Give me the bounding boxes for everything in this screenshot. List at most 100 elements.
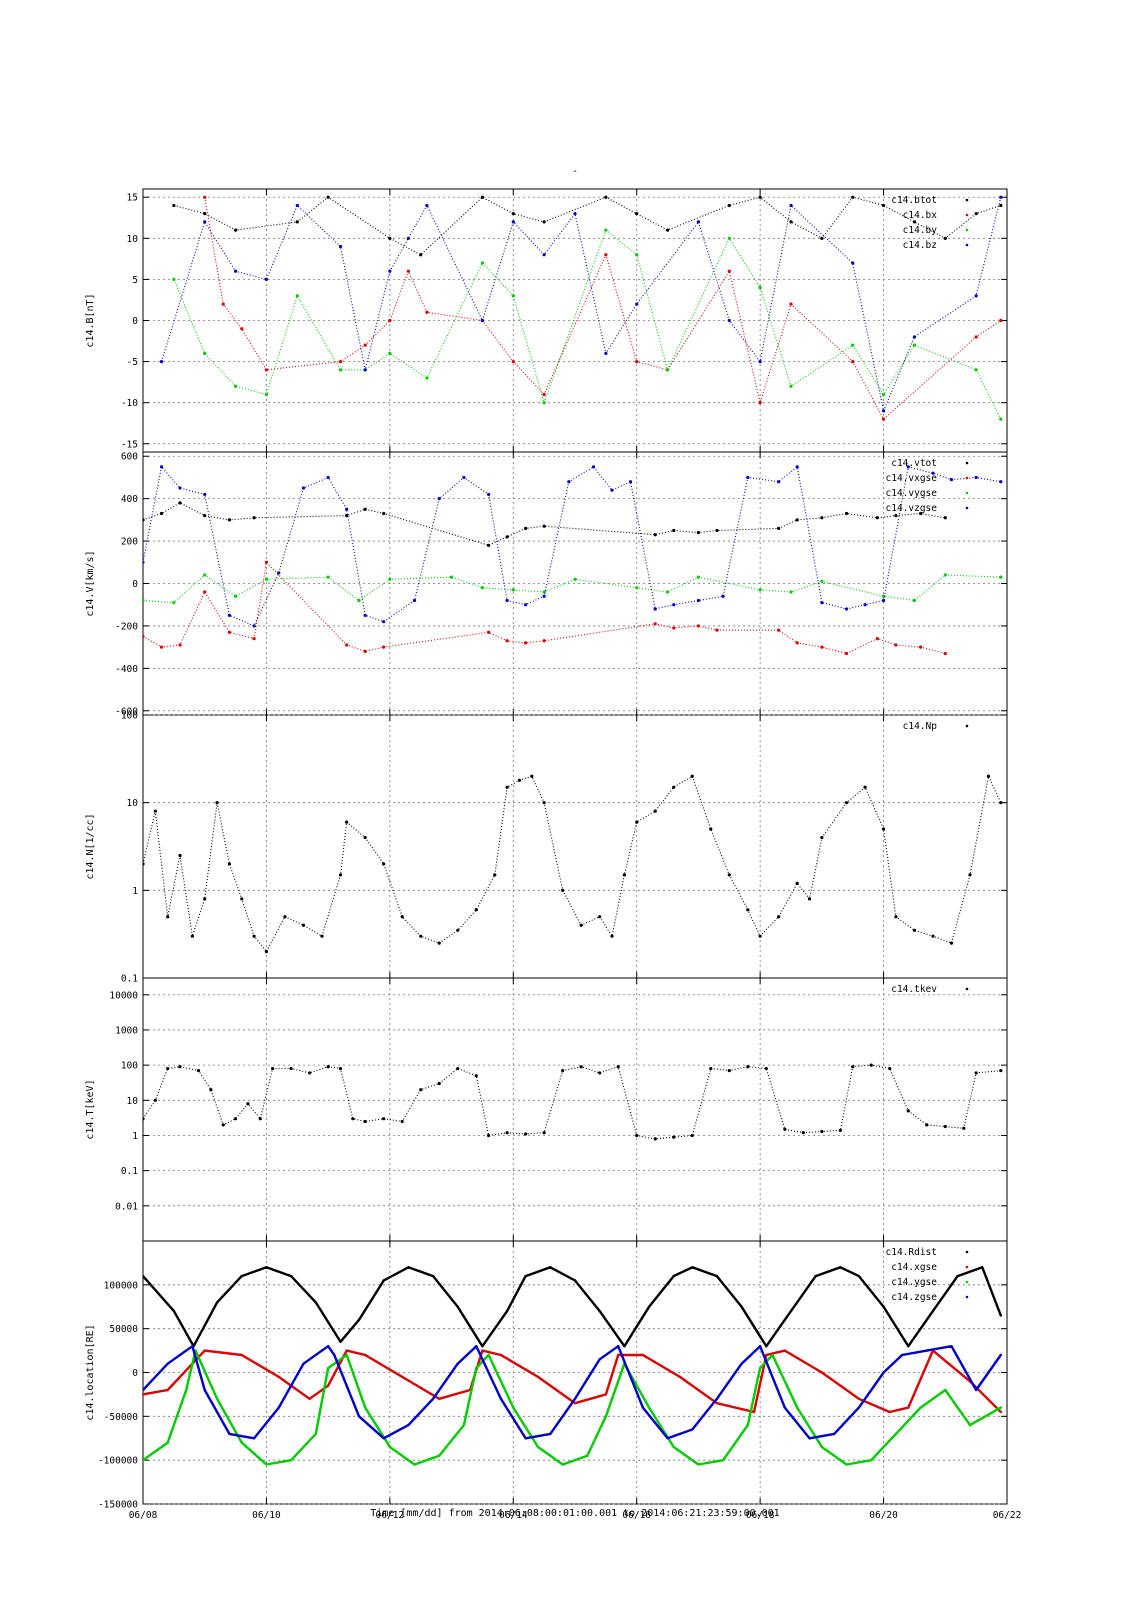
data-point (185, 1389, 187, 1391)
data-point (882, 409, 885, 412)
data-point (715, 529, 718, 532)
data-point (388, 578, 391, 581)
data-point (425, 204, 428, 207)
data-point (728, 1069, 731, 1072)
legend-label: c14.zgse (891, 1292, 937, 1303)
data-point (796, 641, 799, 644)
y-tick-label: 1 (132, 1131, 138, 1142)
data-point (635, 360, 638, 363)
data-point (240, 327, 243, 330)
data-point (975, 212, 978, 215)
data-point (691, 775, 694, 778)
data-point (203, 493, 206, 496)
y-tick-label: 600 (121, 452, 138, 463)
y-tick-label: -5 (127, 357, 138, 368)
data-point (364, 650, 367, 653)
y-tick-label: 0 (132, 316, 138, 327)
data-point (919, 646, 922, 649)
data-point (759, 360, 762, 363)
data-point (635, 586, 638, 589)
data-point (863, 603, 866, 606)
data-point (802, 1131, 805, 1134)
data-point (561, 1069, 564, 1072)
y-tick-label: 10 (127, 1096, 139, 1107)
data-point (222, 302, 225, 305)
legend-marker (966, 229, 969, 232)
data-point (178, 643, 181, 646)
data-point (592, 465, 595, 468)
data-point (642, 1354, 644, 1356)
data-point (716, 1402, 718, 1404)
data-point (629, 480, 632, 483)
data-point (784, 1406, 786, 1408)
data-point (172, 204, 175, 207)
data-point (894, 915, 897, 918)
data-point (907, 1345, 909, 1347)
data-point (493, 873, 496, 876)
data-point (241, 1275, 243, 1277)
data-point (524, 1437, 526, 1439)
data-point (265, 950, 268, 953)
data-point (512, 212, 515, 215)
data-point (617, 1345, 619, 1347)
legend-label: c14.vzgse (886, 503, 938, 514)
data-point (512, 1406, 514, 1408)
data-point (259, 1117, 262, 1120)
data-point (524, 1132, 527, 1135)
data-point (419, 935, 422, 938)
data-point (820, 516, 823, 519)
data-point (728, 270, 731, 273)
legend-label: c14.by (903, 225, 938, 236)
data-point (358, 1319, 360, 1321)
data-point (820, 836, 823, 839)
data-point (302, 924, 305, 927)
data-point (296, 204, 299, 207)
data-point (765, 1067, 768, 1070)
legend-marker (966, 492, 969, 495)
data-point (265, 578, 268, 581)
data-point (697, 599, 700, 602)
data-point (944, 237, 947, 240)
data-point (845, 801, 848, 804)
data-point (851, 360, 854, 363)
data-point (907, 1109, 910, 1112)
data-point (160, 465, 163, 468)
data-point (339, 368, 342, 371)
data-point (419, 253, 422, 256)
x-tick-label: 06/10 (252, 1510, 281, 1521)
data-point (944, 516, 947, 519)
data-point (191, 935, 194, 938)
data-point (265, 1266, 267, 1268)
data-point (975, 1389, 977, 1391)
data-point (481, 319, 484, 322)
y-axis-label: c14.location[RE] (85, 1324, 96, 1420)
data-point (858, 1275, 860, 1277)
data-point (512, 588, 515, 591)
data-point (820, 1130, 823, 1133)
data-point (382, 620, 385, 623)
data-point (796, 465, 799, 468)
data-point (481, 261, 484, 264)
data-point (950, 478, 953, 481)
data-point (759, 1367, 761, 1369)
data-point (870, 1459, 872, 1461)
y-tick-label: 0.1 (121, 974, 138, 985)
data-point (506, 1131, 509, 1134)
data-point (796, 1406, 798, 1408)
data-point (666, 368, 669, 371)
data-point (339, 1341, 341, 1343)
data-point (759, 1345, 761, 1347)
figure-background (0, 0, 1131, 1600)
data-point (358, 1415, 360, 1417)
data-point (999, 1069, 1002, 1072)
data-point (203, 590, 206, 593)
data-point (999, 576, 1002, 579)
data-point (635, 1134, 638, 1137)
figure-title: - (572, 166, 578, 177)
data-point (419, 1088, 422, 1091)
data-point (253, 1437, 255, 1439)
data-point (740, 1363, 742, 1365)
data-point (512, 360, 515, 363)
legend-label: c14.ygse (891, 1277, 937, 1288)
data-point (931, 935, 934, 938)
